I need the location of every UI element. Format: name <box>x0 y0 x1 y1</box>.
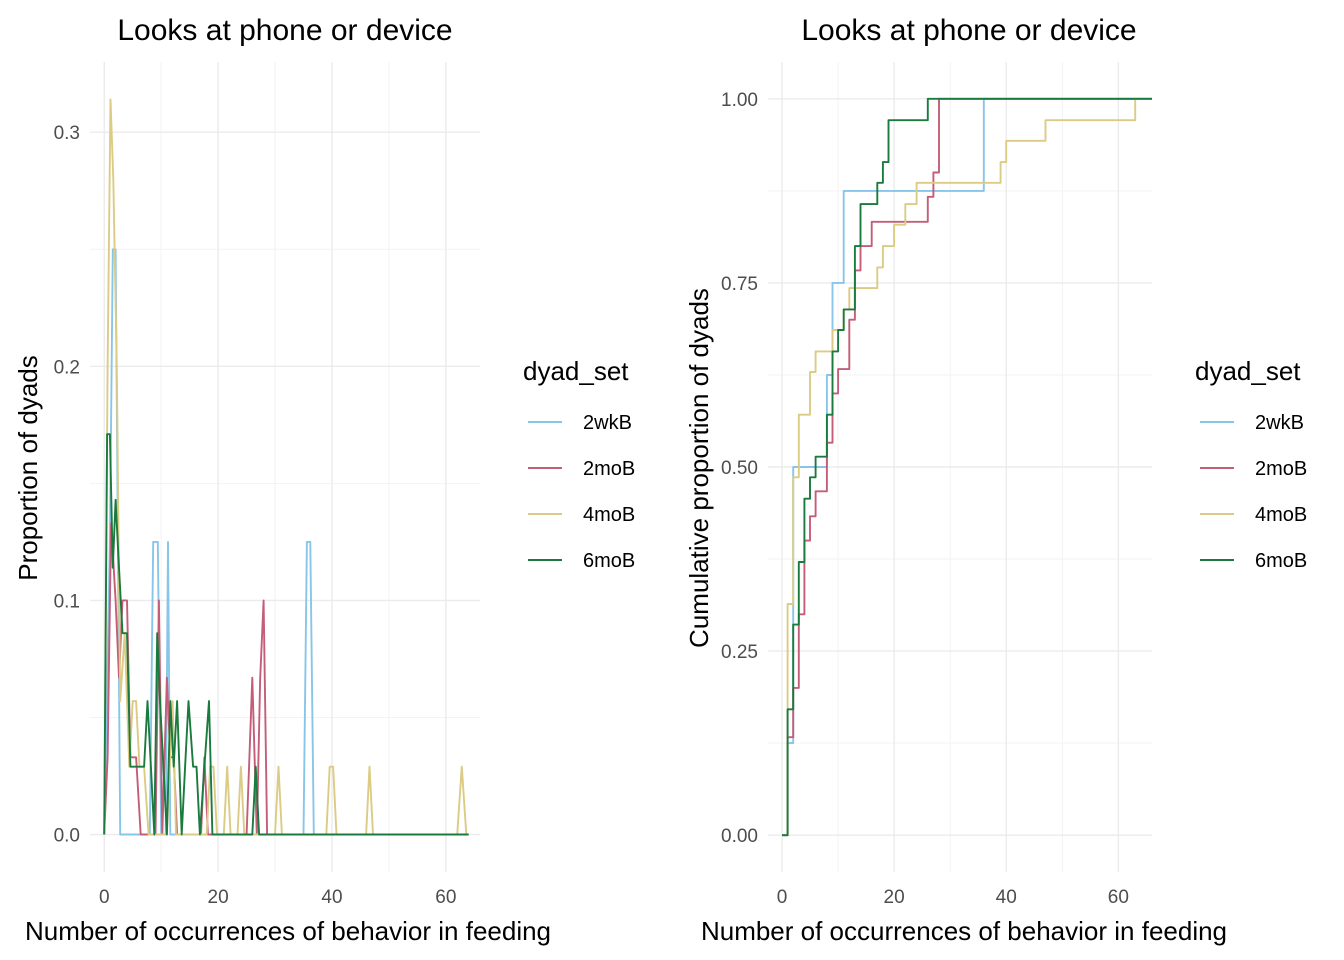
cumulative-x-axis-title: Number of occurrences of behavior in fee… <box>701 916 1227 946</box>
cumulative-x-tick-label: 60 <box>1108 887 1129 908</box>
density-series-line-6moB <box>103 433 469 836</box>
cumulative-y-tick-label: 0.50 <box>721 458 758 479</box>
density-x-tick-label: 60 <box>435 887 456 908</box>
cumulative-y-tick-label: 0.25 <box>721 642 758 663</box>
density-chart-title: Looks at phone or device <box>117 14 452 47</box>
cumulative-series-line-2wkB <box>782 97 1152 837</box>
cumulative-legend-item: 4moB <box>1200 504 1307 526</box>
density-chart-panel: Looks at phone or device 0.0 0.1 0.2 0.3… <box>13 14 635 946</box>
cumulative-series-line-6moB <box>782 97 1152 837</box>
density-legend-label: 2wkB <box>583 412 632 434</box>
cumulative-x-tick-labels: 0 20 40 60 <box>777 887 1129 908</box>
cumulative-legend-item: 6moB <box>1200 550 1307 572</box>
cumulative-legend-item: 2moB <box>1200 458 1307 480</box>
density-series-line-4moB <box>103 98 469 836</box>
cumulative-x-tick-label: 40 <box>996 887 1017 908</box>
density-y-tick-label: 0.1 <box>54 591 80 612</box>
cumulative-legend-label: 2moB <box>1255 458 1307 480</box>
cumulative-y-tick-label: 0.75 <box>721 274 758 295</box>
density-x-axis-title: Number of occurrences of behavior in fee… <box>25 916 551 946</box>
cumulative-y-tick-label: 0.00 <box>721 826 758 847</box>
cumulative-grid <box>768 62 1152 872</box>
cumulative-x-tick-label: 0 <box>777 887 788 908</box>
density-y-axis-title: Proportion of dyads <box>13 355 43 580</box>
density-legend-item: 6moB <box>528 550 635 572</box>
density-x-tick-label: 40 <box>321 887 342 908</box>
cumulative-y-tick-labels: 0.00 0.25 0.50 0.75 1.00 <box>721 90 758 847</box>
cumulative-legend: dyad_set 2wkB 2moB 4moB 6moB <box>1195 356 1307 572</box>
density-legend-label: 2moB <box>583 458 635 480</box>
cumulative-legend-title: dyad_set <box>1195 356 1301 386</box>
cumulative-y-axis-title: Cumulative proportion of dyads <box>684 288 714 648</box>
cumulative-series-line-2moB <box>782 97 1152 837</box>
density-series-lines <box>103 98 469 836</box>
density-y-tick-label: 0.3 <box>54 123 80 144</box>
density-grid <box>90 62 480 872</box>
density-x-tick-label: 0 <box>99 887 110 908</box>
density-x-tick-label: 20 <box>208 887 229 908</box>
cumulative-series-lines <box>782 97 1152 837</box>
density-legend-item: 4moB <box>528 504 635 526</box>
cumulative-legend-label: 4moB <box>1255 504 1307 526</box>
cumulative-x-tick-label: 20 <box>884 887 905 908</box>
cumulative-legend-label: 6moB <box>1255 550 1307 572</box>
density-series-line-2wkB <box>103 248 469 836</box>
cumulative-series-line-4moB <box>782 97 1152 837</box>
cumulative-legend-label: 2wkB <box>1255 412 1304 434</box>
density-legend-label: 6moB <box>583 550 635 572</box>
density-legend-title: dyad_set <box>523 356 629 386</box>
cumulative-chart-title: Looks at phone or device <box>801 14 1136 47</box>
density-legend-label: 4moB <box>583 504 635 526</box>
density-x-tick-labels: 0 20 40 60 <box>99 887 456 908</box>
density-legend-item: 2moB <box>528 458 635 480</box>
density-legend: dyad_set 2wkB 2moB 4moB 6moB <box>523 356 635 572</box>
cumulative-legend-item: 2wkB <box>1200 412 1304 434</box>
density-y-tick-label: 0.2 <box>54 357 80 378</box>
cumulative-y-tick-label: 1.00 <box>721 90 758 111</box>
density-legend-item: 2wkB <box>528 412 632 434</box>
density-y-tick-label: 0.0 <box>54 826 80 847</box>
cumulative-chart-panel: Looks at phone or device 0.00 0.25 0.50 … <box>684 14 1307 946</box>
density-y-tick-labels: 0.0 0.1 0.2 0.3 <box>54 123 80 846</box>
